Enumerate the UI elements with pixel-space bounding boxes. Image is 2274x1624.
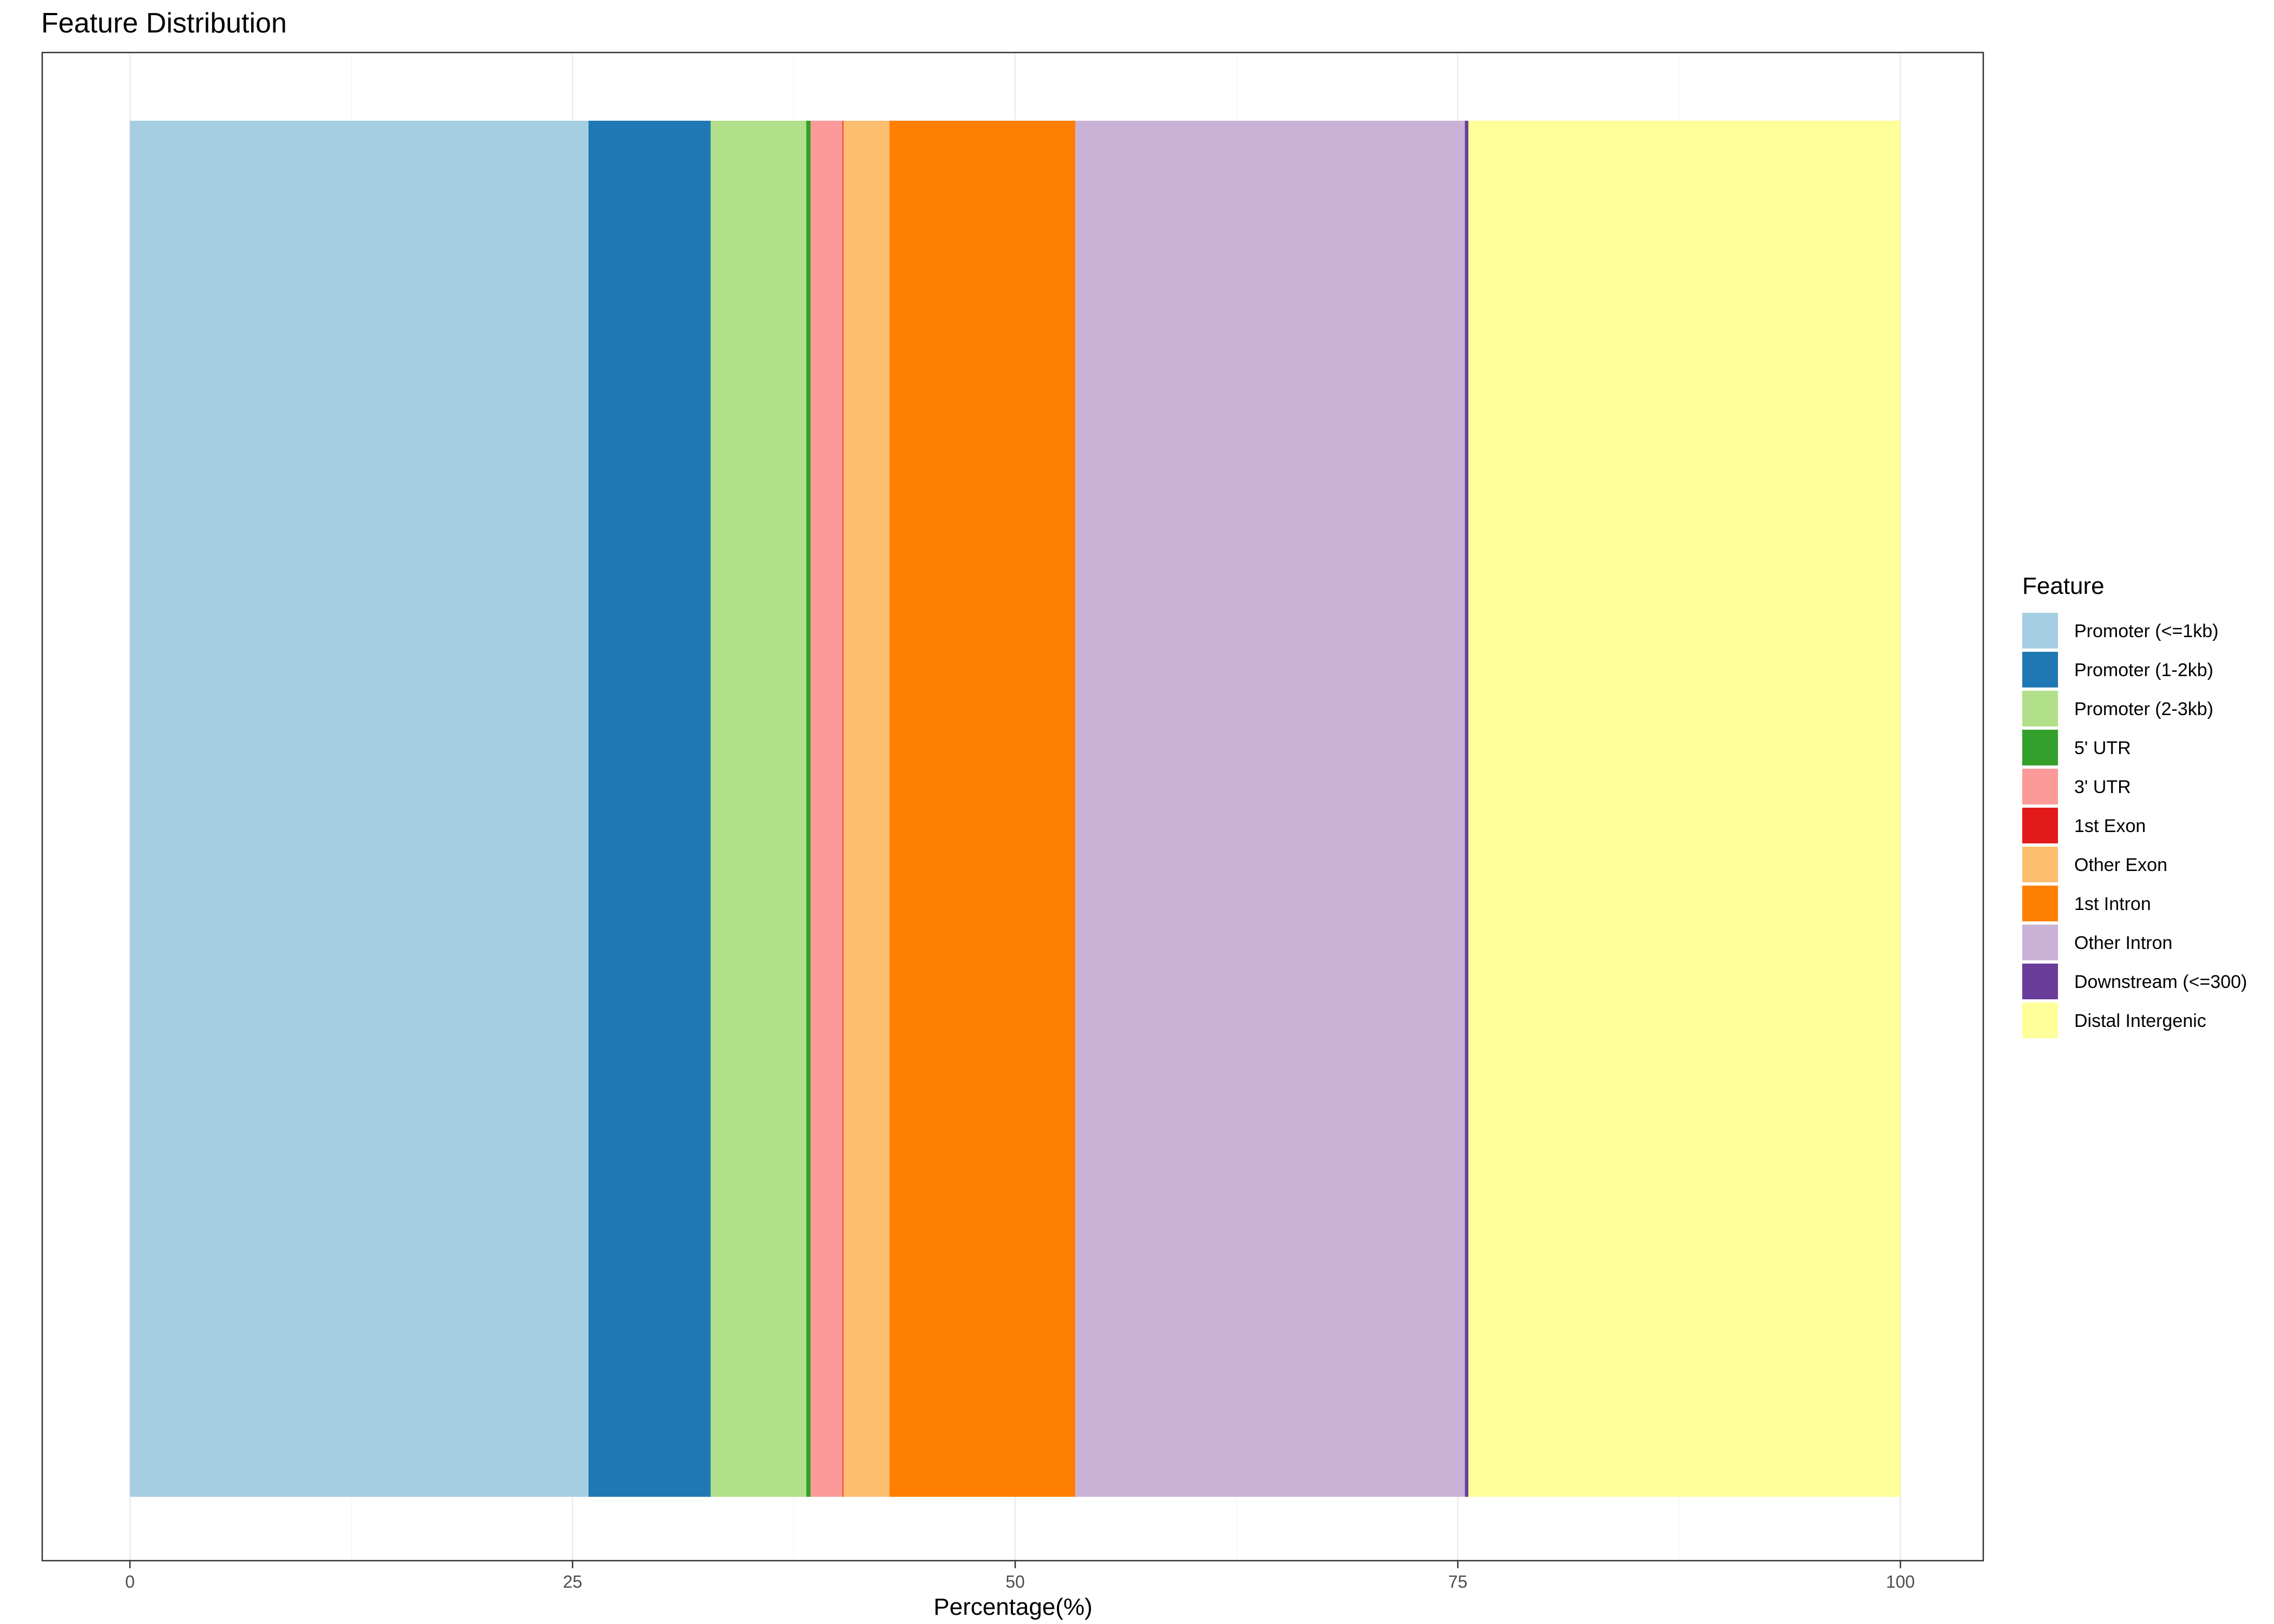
bar-segment: [1075, 121, 1465, 1497]
chart-title: Feature Distribution: [41, 8, 287, 39]
legend-key: [2022, 1003, 2058, 1038]
legend-key: [2022, 730, 2058, 765]
legend-title: Feature: [2022, 573, 2105, 599]
bar-segment: [842, 121, 844, 1497]
legend-label: Downstream (<=300): [2074, 972, 2247, 992]
bar-segment: [588, 121, 711, 1497]
legend-key: [2022, 769, 2058, 804]
legend-items: Promoter (<=1kb) Promoter (1-2kb) Promoter…: [2022, 613, 2247, 1038]
x-tick-label: 25: [563, 1572, 583, 1592]
bar-segment: [710, 121, 807, 1497]
legend-key: [2022, 808, 2058, 843]
legend-key: [2022, 652, 2058, 687]
bar-segment: [1465, 121, 1469, 1497]
legend: Feature Promoter (<=1kb) Promoter (1-2kb)…: [2022, 573, 2247, 1038]
legend-key: [2022, 847, 2058, 882]
legend-label: 1st Exon: [2074, 816, 2146, 836]
legend-label: 5' UTR: [2074, 738, 2131, 758]
x-tick-label: 100: [1886, 1572, 1914, 1592]
x-axis-title: Percentage(%): [933, 1594, 1092, 1620]
legend-key: [2022, 925, 2058, 960]
bar-segment: [130, 121, 589, 1497]
bar-segment: [843, 121, 890, 1497]
legend-label: 3' UTR: [2074, 777, 2131, 797]
legend-label: Other Exon: [2074, 855, 2167, 875]
bar-segment: [811, 121, 843, 1497]
legend-label: Promoter (2-3kb): [2074, 699, 2213, 719]
x-tick-label: 0: [125, 1572, 135, 1592]
legend-key: [2022, 886, 2058, 921]
bar-segment: [806, 121, 811, 1497]
legend-label: Promoter (<=1kb): [2074, 621, 2218, 641]
bar-segment: [1468, 121, 1900, 1497]
stacked-bar: [130, 121, 1900, 1497]
legend-label: 1st Intron: [2074, 894, 2151, 914]
x-tick-label: 75: [1448, 1572, 1468, 1592]
legend-label: Distal Intergenic: [2074, 1011, 2206, 1031]
legend-key: [2022, 691, 2058, 726]
bar-segment: [889, 121, 1076, 1497]
plot-panel-border: [41, 51, 1984, 1562]
legend-label: Other Intron: [2074, 933, 2172, 953]
legend-label: Promoter (1-2kb): [2074, 660, 2213, 680]
legend-key: [2022, 964, 2058, 999]
x-tick-label: 50: [1005, 1572, 1025, 1592]
x-axis: 0 25 50 75 100: [125, 1561, 1915, 1592]
legend-key: [2022, 613, 2058, 649]
